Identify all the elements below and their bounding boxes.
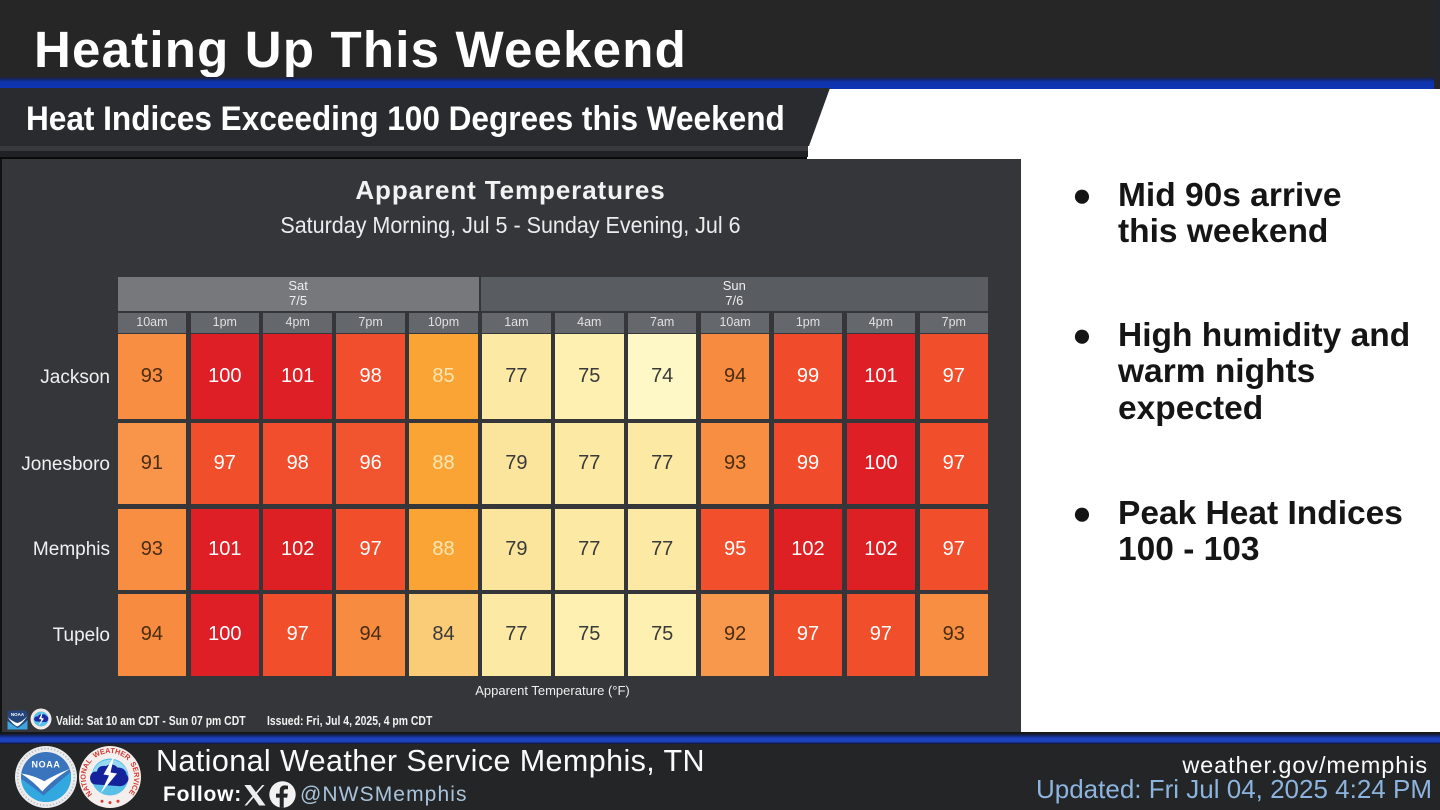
svg-text:NOAA: NOAA (32, 760, 61, 770)
svg-text:NOAA: NOAA (11, 712, 25, 717)
